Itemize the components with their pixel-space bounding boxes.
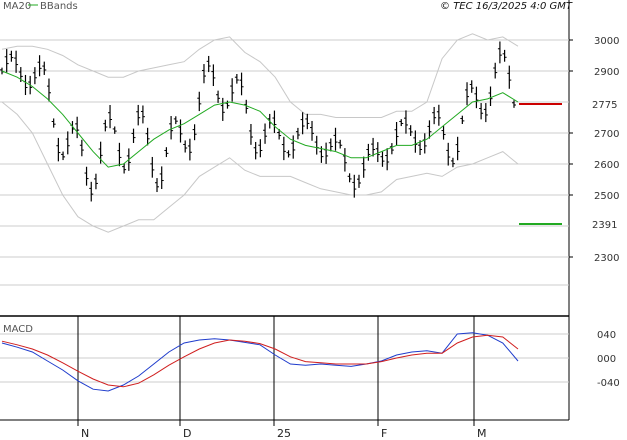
ma20-line bbox=[1, 70, 519, 168]
x-tick-label: 25 bbox=[277, 427, 291, 440]
price-tick-label: 2300 bbox=[594, 253, 619, 264]
macd-tick-label: 040 bbox=[597, 330, 616, 341]
x-tick-label: N bbox=[81, 427, 89, 440]
level-label: 2391 bbox=[592, 220, 617, 231]
macd-line bbox=[1, 332, 519, 392]
macd-tick-label: 000 bbox=[597, 354, 616, 365]
x-tick-label: D bbox=[183, 427, 191, 440]
price-tick-label: 2700 bbox=[594, 129, 619, 140]
macd-tick-label: -040 bbox=[597, 378, 620, 389]
macd-panel bbox=[1, 332, 519, 392]
price-tick-label: 2600 bbox=[594, 160, 619, 171]
price-levels: 2775 2391 bbox=[519, 100, 617, 231]
chart-frame bbox=[0, 0, 569, 440]
price-tick-label: 2900 bbox=[594, 67, 619, 78]
signal-line bbox=[1, 334, 519, 388]
bband-upper bbox=[1, 33, 519, 118]
legend-ma20: MA20 bbox=[3, 1, 31, 12]
price-bars bbox=[0, 41, 516, 202]
legend-bbands: BBands bbox=[40, 1, 78, 12]
y-axis-ticks: 2300 2500 2600 2700 2900 3000 040 000 -040 bbox=[569, 36, 620, 389]
grid bbox=[0, 39, 569, 426]
price-tick-label: 2500 bbox=[594, 191, 619, 202]
level-label: 2775 bbox=[592, 100, 617, 111]
bband-lower bbox=[1, 101, 519, 233]
source-timestamp: © TEC 16/3/2025 4:0 GMT bbox=[440, 1, 573, 12]
ma20-polyline bbox=[1, 70, 519, 168]
bollinger-bands bbox=[1, 33, 519, 233]
x-tick-label: M bbox=[477, 427, 487, 440]
price-tick-label: 3000 bbox=[594, 36, 619, 47]
x-tick-label: F bbox=[381, 427, 387, 440]
x-axis-ticks: N D 25 F M bbox=[81, 427, 487, 440]
macd-title: MACD bbox=[3, 324, 33, 335]
